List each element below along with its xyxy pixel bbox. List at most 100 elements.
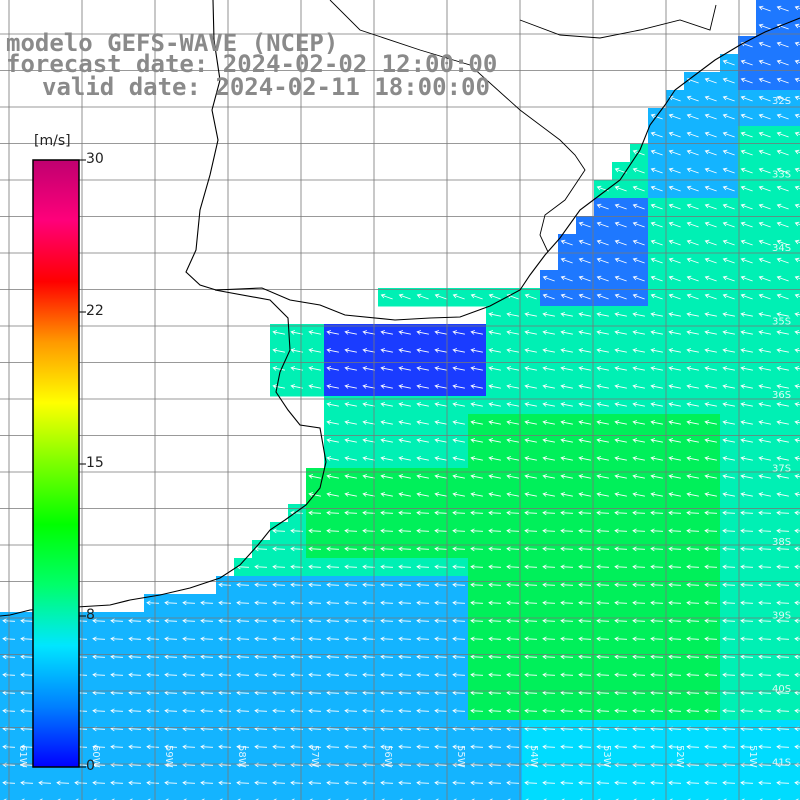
wind-arrow xyxy=(596,780,610,786)
wind-arrow xyxy=(758,5,771,12)
wind-arrow xyxy=(578,528,592,534)
wind-arrow xyxy=(218,744,232,750)
wind-arrow xyxy=(740,492,753,497)
wind-arrow xyxy=(722,762,736,768)
wind-arrow xyxy=(776,708,790,714)
wind-arrow xyxy=(470,762,484,768)
wind-arrow xyxy=(686,384,699,389)
wind-arrow xyxy=(470,654,484,660)
wind-arrow xyxy=(686,221,699,228)
wind-arrow xyxy=(632,456,645,461)
wind-arrow xyxy=(470,618,484,624)
wind-arrow xyxy=(704,113,717,120)
wind-arrow xyxy=(704,780,718,786)
latitude-label: 36S xyxy=(772,390,791,401)
wind-arrow xyxy=(650,672,664,678)
wind-arrow xyxy=(560,780,574,786)
wind-arrow xyxy=(272,330,285,335)
wind-arrow xyxy=(273,798,277,800)
wind-arrow xyxy=(435,798,439,800)
wind-arrow xyxy=(110,744,124,750)
longitude-label: 56W xyxy=(382,745,393,768)
wind-arrow xyxy=(614,762,628,768)
wind-arrow xyxy=(452,438,465,443)
wind-arrow xyxy=(236,762,250,768)
wind-arrow xyxy=(20,636,34,642)
wind-arrow xyxy=(434,528,448,534)
wind-arrow xyxy=(650,257,663,264)
wind-arrow xyxy=(596,690,610,696)
wind-arrow xyxy=(794,762,800,768)
wind-arrow xyxy=(398,474,411,479)
latitude-label: 39S xyxy=(772,611,791,622)
wind-arrow xyxy=(524,492,537,497)
wind-arrow xyxy=(434,564,448,570)
wind-arrow xyxy=(704,239,717,246)
wind-arrow xyxy=(776,348,789,353)
wind-arrow xyxy=(434,474,447,479)
wind-arrow xyxy=(362,528,376,534)
wind-arrow xyxy=(416,636,430,642)
wind-arrow xyxy=(128,672,142,678)
wind-arrow xyxy=(344,564,358,570)
wind-arrow xyxy=(380,384,393,389)
wind-cell xyxy=(180,792,199,800)
wind-arrow xyxy=(362,690,376,696)
wind-arrow xyxy=(704,420,717,425)
wind-arrow xyxy=(722,348,735,353)
wind-arrow xyxy=(560,708,574,714)
wind-arrow xyxy=(470,330,483,335)
wind-arrow xyxy=(704,438,717,443)
wind-arrow xyxy=(380,690,394,696)
wind-arrow xyxy=(182,780,196,786)
wind-arrow xyxy=(722,672,736,678)
wind-arrow xyxy=(704,654,718,660)
wind-arrow xyxy=(614,420,627,425)
wind-arrow xyxy=(452,780,466,786)
wind-arrow xyxy=(686,744,700,750)
wind-arrow xyxy=(776,780,790,786)
wind-arrow xyxy=(632,600,646,606)
wind-arrow xyxy=(326,474,339,479)
wind-arrow xyxy=(453,798,457,800)
wind-arrow xyxy=(506,312,519,317)
wind-arrow xyxy=(722,257,735,264)
wind-arrow xyxy=(218,780,232,786)
wind-arrow xyxy=(237,798,241,800)
wind-arrow xyxy=(668,474,681,479)
wind-arrow xyxy=(434,672,448,678)
wind-arrow xyxy=(380,762,394,768)
wind-arrow xyxy=(794,654,800,660)
wind-arrow xyxy=(362,384,375,389)
wind-arrow xyxy=(146,618,160,624)
wind-arrow xyxy=(200,744,214,750)
wind-arrow xyxy=(380,708,394,714)
wind-arrow xyxy=(308,762,322,768)
wind-arrow xyxy=(542,546,556,552)
wind-arrow xyxy=(668,95,681,102)
wind-arrow xyxy=(704,77,717,84)
wind-arrow xyxy=(560,600,574,606)
wind-cell xyxy=(576,792,595,800)
wind-arrow xyxy=(650,546,664,552)
wind-arrow xyxy=(740,113,753,120)
wind-arrow xyxy=(704,546,718,552)
wind-cell xyxy=(630,792,649,800)
wind-arrow xyxy=(362,618,376,624)
wind-arrow xyxy=(452,636,466,642)
wind-arrow xyxy=(686,582,700,588)
wind-arrow xyxy=(542,402,555,407)
wind-arrow xyxy=(705,798,709,800)
wind-arrow xyxy=(614,708,628,714)
wind-arrow xyxy=(687,798,691,800)
wind-arrow xyxy=(650,438,663,443)
wind-cell xyxy=(792,378,800,397)
wind-arrow xyxy=(254,708,268,714)
wind-arrow xyxy=(218,762,232,768)
wind-arrow xyxy=(596,564,610,570)
wind-arrow xyxy=(740,582,754,588)
wind-arrow xyxy=(524,528,538,534)
wind-arrow xyxy=(470,384,483,389)
wind-arrow xyxy=(470,600,484,606)
wind-arrow xyxy=(524,618,538,624)
